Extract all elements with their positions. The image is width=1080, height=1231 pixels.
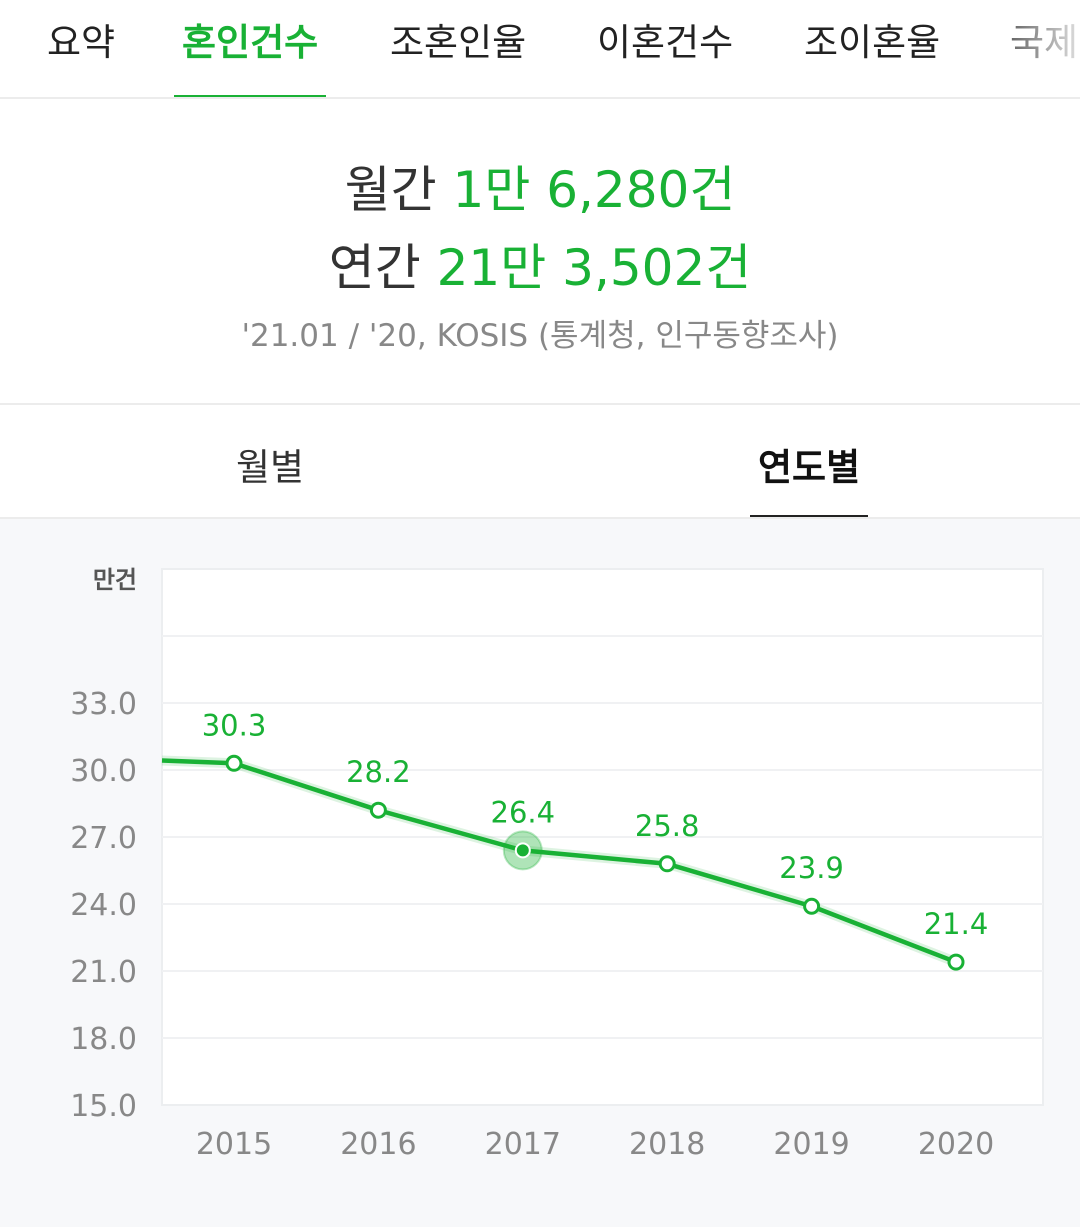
data-label: 25.8: [635, 809, 700, 843]
tab-crude-divorce-rate[interactable]: 조이혼율: [804, 21, 941, 64]
subtab-yearly[interactable]: 연도별: [749, 437, 869, 518]
chart-area: 만건 15.0 18.0 21.0 24.0 27.0 30.0 33.0 2015 2016…: [0, 517, 1080, 1227]
y-tick-label: 24.0: [70, 888, 137, 923]
divider: [0, 403, 1080, 405]
data-point-highlighted: [514, 842, 531, 859]
x-tick-label: 2015: [196, 1127, 272, 1162]
data-label: 26.4: [491, 795, 556, 829]
tab-divorce-count[interactable]: 이혼건수: [597, 21, 734, 64]
yearly-summary: 연간 21만 3,502건: [0, 228, 1080, 300]
x-tick-label: 2019: [773, 1127, 849, 1162]
data-label: 30.3: [202, 708, 267, 742]
line-chart: 만건 15.0 18.0 21.0 24.0 27.0 30.0 33.0 2015 2016…: [70, 566, 1044, 1162]
y-tick-label: 27.0: [70, 821, 137, 856]
source-text: '21.01 / '20, KOSIS (통계청, 인구동향조사): [241, 318, 839, 354]
y-tick-label: 21.0: [70, 955, 137, 990]
y-tick-label: 18.0: [70, 1022, 137, 1057]
data-point: [225, 754, 243, 772]
unit-label: 만건: [93, 566, 137, 594]
data-point: [803, 897, 821, 915]
x-tick-label: 2020: [918, 1127, 994, 1162]
subtab-monthly[interactable]: 월별: [236, 446, 305, 489]
data-point: [658, 855, 676, 873]
tab-marriage-count[interactable]: 혼인건수: [173, 12, 327, 97]
x-tick-label: 2016: [340, 1127, 416, 1162]
x-tick-label: 2018: [629, 1127, 705, 1162]
tab-international[interactable]: 국제: [1010, 12, 1078, 97]
y-tick-label: 30.0: [70, 754, 137, 789]
y-tick-label: 15.0: [70, 1089, 137, 1124]
yearly-value: 21만 3,502건: [436, 239, 752, 297]
data-label: 28.2: [346, 755, 411, 789]
data-label: 23.9: [779, 851, 844, 885]
monthly-value: 1만 6,280건: [452, 161, 736, 219]
tab-crude-marriage-rate[interactable]: 조혼인율: [390, 21, 527, 64]
data-point: [947, 953, 965, 971]
tab-summary[interactable]: 요약: [47, 21, 116, 64]
monthly-summary: 월간 1만 6,280건: [0, 150, 1080, 222]
data-point: [369, 801, 387, 819]
category-tabs: 요약 혼인건수 조혼인율 이혼건수 조이혼율 국제: [0, 0, 1080, 99]
data-label: 21.4: [924, 907, 989, 941]
y-tick-label: 33.0: [70, 687, 137, 722]
yearly-label: 연간: [328, 239, 421, 297]
x-tick-label: 2017: [485, 1127, 561, 1162]
monthly-label: 월간: [344, 161, 437, 219]
